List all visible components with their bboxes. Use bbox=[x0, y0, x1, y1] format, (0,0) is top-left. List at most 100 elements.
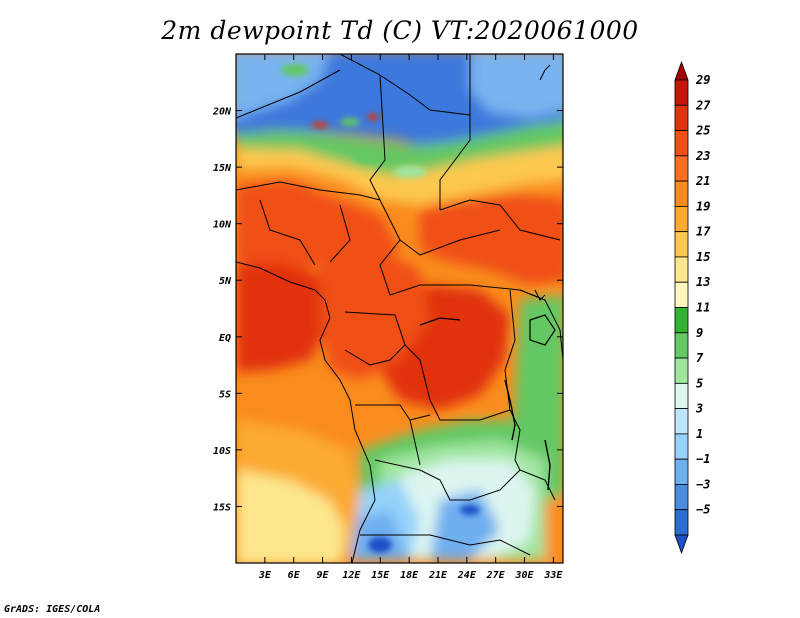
colorbar-top-arrow bbox=[674, 60, 689, 81]
colorbar-label: 21 bbox=[695, 174, 710, 188]
lon-tick-label: 12E bbox=[342, 570, 361, 581]
patch-1 bbox=[281, 64, 309, 76]
colorbar-label: 13 bbox=[696, 275, 710, 289]
colorbar-segment bbox=[674, 256, 689, 283]
patch-3 bbox=[353, 152, 397, 164]
colorbar-segment bbox=[674, 104, 689, 131]
lake-malawi bbox=[544, 439, 551, 491]
colorbar-label: 3 bbox=[695, 402, 703, 416]
colorbar-segment bbox=[674, 509, 689, 536]
longitude-ticks: 3E 6E 9E 12E 15E 18E 21E 24E 27E 30E 33E bbox=[258, 54, 563, 581]
colorbar-label: 7 bbox=[696, 351, 704, 365]
lon-tick-label: 9E bbox=[317, 570, 330, 581]
border-c5 bbox=[404, 344, 511, 421]
lat-tick-label: 20N bbox=[212, 107, 232, 118]
lat-tick-label: 10S bbox=[213, 446, 231, 457]
lat-tick-label: EQ bbox=[219, 333, 231, 344]
lon-tick-label: 30E bbox=[514, 570, 534, 581]
border-c1 bbox=[379, 199, 501, 256]
patch-5 bbox=[312, 122, 328, 128]
colorbar-bottom-arrow bbox=[674, 534, 689, 555]
colorbar-segment bbox=[674, 307, 689, 334]
colorbar-segment bbox=[674, 332, 689, 359]
colorbar-segment bbox=[674, 231, 689, 258]
dewpoint-field bbox=[236, 54, 563, 563]
border-w2 bbox=[259, 199, 316, 266]
lake-tanganyika bbox=[504, 379, 516, 441]
colorbar-segment bbox=[674, 458, 689, 485]
border-s5 bbox=[360, 534, 531, 556]
colorbar-segment bbox=[674, 205, 689, 233]
colorbar-segment bbox=[674, 408, 689, 435]
map-frame bbox=[235, 53, 564, 564]
colorbar-label: 9 bbox=[696, 326, 703, 340]
border-e1 bbox=[519, 289, 563, 361]
colorbar-segment bbox=[674, 382, 689, 410]
colorbar-label: 27 bbox=[695, 98, 711, 112]
border-c2 bbox=[439, 199, 561, 241]
colorbar-segment bbox=[674, 281, 689, 308]
sahara-light-east bbox=[470, 54, 563, 118]
colorbar-segment bbox=[674, 180, 689, 207]
colorbar-label: 11 bbox=[696, 301, 710, 315]
border-n4 bbox=[439, 115, 471, 210]
border-n3 bbox=[369, 74, 386, 201]
lon-tick-label: 15E bbox=[371, 570, 390, 581]
coastline-west bbox=[236, 261, 376, 563]
lat-tick-label: 5N bbox=[219, 276, 232, 287]
lat-tick-label: 15S bbox=[213, 502, 231, 513]
river-congo bbox=[419, 317, 461, 326]
gulf-guinea-humid bbox=[236, 262, 330, 372]
colorbar-label: −5 bbox=[696, 503, 710, 517]
colorbar-label: 23 bbox=[695, 149, 710, 163]
lon-tick-label: 18E bbox=[400, 570, 419, 581]
colorbar: 29 27 25 23 21 19 17 15 13 11 9 7 5 3 1 −1 −3 −5 bbox=[674, 60, 711, 555]
colorbar-segment bbox=[674, 130, 689, 157]
patch-4 bbox=[394, 166, 426, 178]
southeast-orange bbox=[545, 495, 563, 563]
lon-tick-label: 6E bbox=[288, 570, 301, 581]
border-w3 bbox=[329, 204, 351, 263]
lon-tick-label: 33E bbox=[543, 570, 563, 581]
border-c4 bbox=[344, 311, 406, 366]
lon-tick-label: 21E bbox=[428, 570, 448, 581]
southwest-pale-yellow bbox=[236, 470, 345, 563]
west-africa-humid bbox=[236, 180, 400, 270]
border-s2 bbox=[374, 459, 470, 501]
borders bbox=[236, 54, 563, 563]
lon-tick-label: 24E bbox=[457, 570, 477, 581]
map-title: 2m dewpoint Td (C) VT:2020061000 bbox=[161, 16, 639, 45]
colorbar-label: 29 bbox=[695, 73, 710, 87]
colorbar-segment bbox=[674, 79, 689, 106]
colorbar-segment bbox=[674, 357, 689, 384]
patch-2 bbox=[340, 118, 360, 126]
colorbar-segment bbox=[674, 155, 689, 182]
colorbar-segment bbox=[674, 484, 689, 511]
lat-tick-label: 15N bbox=[213, 163, 232, 174]
border-s1 bbox=[355, 404, 431, 421]
border-s6 bbox=[509, 409, 521, 471]
colorbar-label: 19 bbox=[696, 199, 710, 213]
latitude-ticks: 20N 15N 10N 5N EQ 5S 10S 15S bbox=[212, 107, 563, 513]
border-w1 bbox=[236, 181, 381, 201]
colorbar-label: 15 bbox=[696, 250, 710, 264]
border-n1 bbox=[339, 54, 471, 116]
patch-8 bbox=[368, 537, 392, 553]
lat-tick-label: 10N bbox=[213, 220, 232, 231]
colorbar-label: −1 bbox=[696, 452, 710, 466]
east-sahel-humid bbox=[420, 195, 563, 285]
patch-6 bbox=[367, 114, 379, 120]
colorbar-label: 1 bbox=[696, 427, 703, 441]
colorbar-segment bbox=[674, 433, 689, 460]
colorbar-label: −3 bbox=[696, 477, 710, 491]
colorbar-label: 5 bbox=[696, 376, 703, 390]
patch-7 bbox=[460, 505, 480, 515]
lon-tick-label: 3E bbox=[258, 570, 272, 581]
colorbar-label: 17 bbox=[696, 225, 711, 239]
grads-credit: GrADS: IGES/COLA bbox=[4, 604, 101, 615]
nile-lakes bbox=[534, 289, 546, 301]
border-s3 bbox=[409, 419, 421, 466]
border-n2 bbox=[236, 69, 341, 119]
lon-tick-label: 27E bbox=[486, 570, 506, 581]
